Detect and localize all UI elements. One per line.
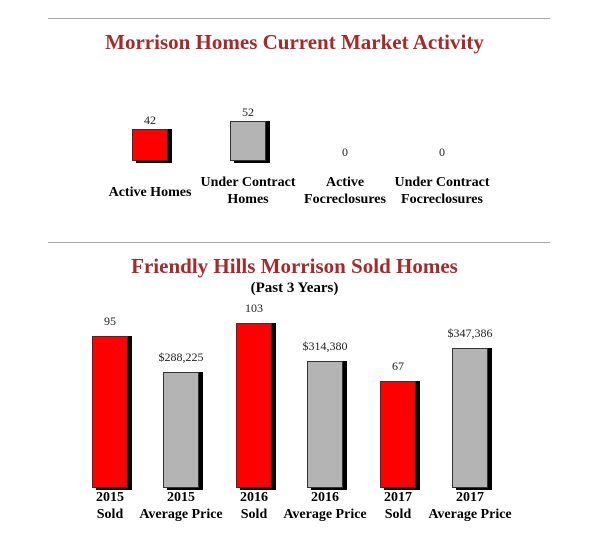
middle-divider [48,242,550,243]
chart2-category-line-2-0: 2016 [240,490,268,505]
chart2-category-label-2: 2016 Sold [204,489,304,523]
chart1-category-line-2-1: Focreclosures [304,192,386,207]
chart1-category-line-3-1: Focreclosures [401,192,483,207]
chart2-bar-3 [307,361,343,488]
chart2-title: Friendly Hills Morrison Sold Homes [131,254,458,278]
chart2-category-line-3-0: 2016 [311,490,339,505]
chart2-bar-1 [163,372,199,488]
chart2-category-line-5-0: 2017 [456,490,484,505]
chart1-value-label-2: 0 [342,145,348,159]
chart1-category-label-1: Under Contract Homes [188,174,308,208]
chart1-title: Morrison Homes Current Market Activity [105,30,484,54]
chart2-bar-4 [380,381,416,488]
chart2-category-label-0: 2015 Sold [60,489,160,523]
chart1-category-line-3-0: Under Contract [394,175,490,190]
chart2-category-line-1-1: Average Price [139,507,223,522]
chart1-bar-0 [132,129,168,161]
chart2-category-line-2-1: Sold [240,507,268,522]
chart2-bar-0 [92,336,128,488]
chart1-value-label-1: 52 [242,105,254,119]
chart2-category-line-4-0: 2017 [384,490,412,505]
chart2-value-label-3: $314,380 [302,339,348,353]
chart2-subtitle: (Past 3 Years) [250,280,339,296]
top-divider [48,18,550,19]
chart1-category-label-2: Active Focreclosures [285,174,405,208]
chart2-value-label-5: $347,386 [447,326,493,340]
chart1-category-line-0-0: Active Homes [108,185,192,200]
chart2-category-line-3-1: Average Price [283,507,367,522]
chart1-category-line-1-1: Homes [227,192,269,207]
chart2-value-label-0: 95 [104,314,116,328]
chart2-category-line-4-1: Sold [384,507,412,522]
chart2-value-label-2: 103 [245,301,263,315]
chart1-bar-1 [230,121,266,161]
chart2-category-label-5: 2017 Average Price [420,489,520,523]
chart2-category-line-1-0: 2015 [167,490,195,505]
chart2-bar-2 [236,323,272,488]
chart2-value-label-4: 67 [392,359,404,373]
chart2-category-label-1: 2015 Average Price [131,489,231,523]
chart2-category-line-0-1: Sold [96,507,124,522]
chart1-category-line-2-0: Active [325,175,365,190]
chart1-category-label-0: Active Homes [90,184,210,201]
chart1-category-label-3: Under Contract Focreclosures [382,174,502,208]
chart2-value-label-1: $288,225 [158,350,204,364]
chart2-category-label-4: 2017 Sold [348,489,448,523]
chart2-category-line-0-0: 2015 [96,490,124,505]
chart1-category-line-1-0: Under Contract [200,175,296,190]
chart2-category-line-5-1: Average Price [428,507,512,522]
chart1-value-label-0: 42 [144,113,156,127]
chart1-value-label-3: 0 [439,145,445,159]
chart2-category-label-3: 2016 Average Price [275,489,375,523]
chart2-bar-5 [452,348,488,488]
